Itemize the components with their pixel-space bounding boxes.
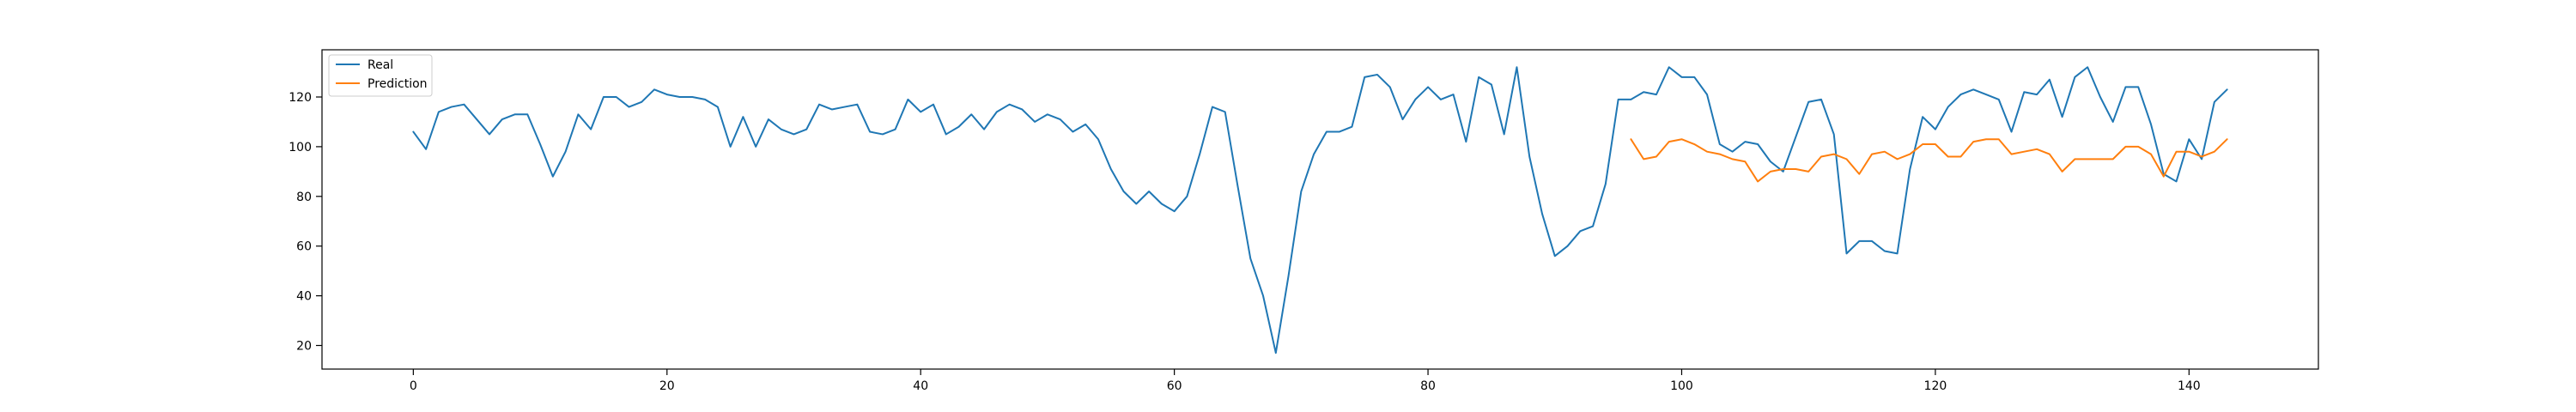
legend-label-prediction: Prediction — [368, 77, 428, 91]
y-axis: 20 40 60 80 100 120 — [289, 91, 322, 353]
y-tick-label: 40 — [296, 290, 312, 304]
series-line-real — [412, 66, 2228, 354]
x-tick-label: 120 — [1924, 379, 1947, 393]
plot-area: 0 20 40 60 80 100 120 140 20 40 60 80 100 120 — [289, 49, 2319, 393]
x-tick-label: 40 — [913, 379, 928, 393]
x-tick-label: 80 — [1420, 379, 1436, 393]
x-axis: 0 20 40 60 80 100 120 140 — [410, 369, 2201, 393]
series-line-prediction — [1630, 138, 2228, 183]
y-tick-label: 80 — [296, 191, 312, 204]
x-tick-label: 20 — [659, 379, 675, 393]
legend-label-real: Real — [368, 58, 393, 72]
y-tick-label: 20 — [296, 339, 312, 353]
x-tick-label: 140 — [2178, 379, 2201, 393]
x-tick-label: 0 — [410, 379, 417, 393]
x-tick-label: 60 — [1167, 379, 1182, 393]
series-layer — [412, 66, 2228, 354]
y-tick-label: 60 — [296, 240, 312, 254]
x-tick-label: 100 — [1670, 379, 1693, 393]
y-tick-label: 100 — [289, 141, 312, 154]
axes-frame — [321, 49, 2319, 370]
legend: Real Prediction — [328, 54, 433, 97]
y-tick-label: 120 — [289, 91, 312, 105]
